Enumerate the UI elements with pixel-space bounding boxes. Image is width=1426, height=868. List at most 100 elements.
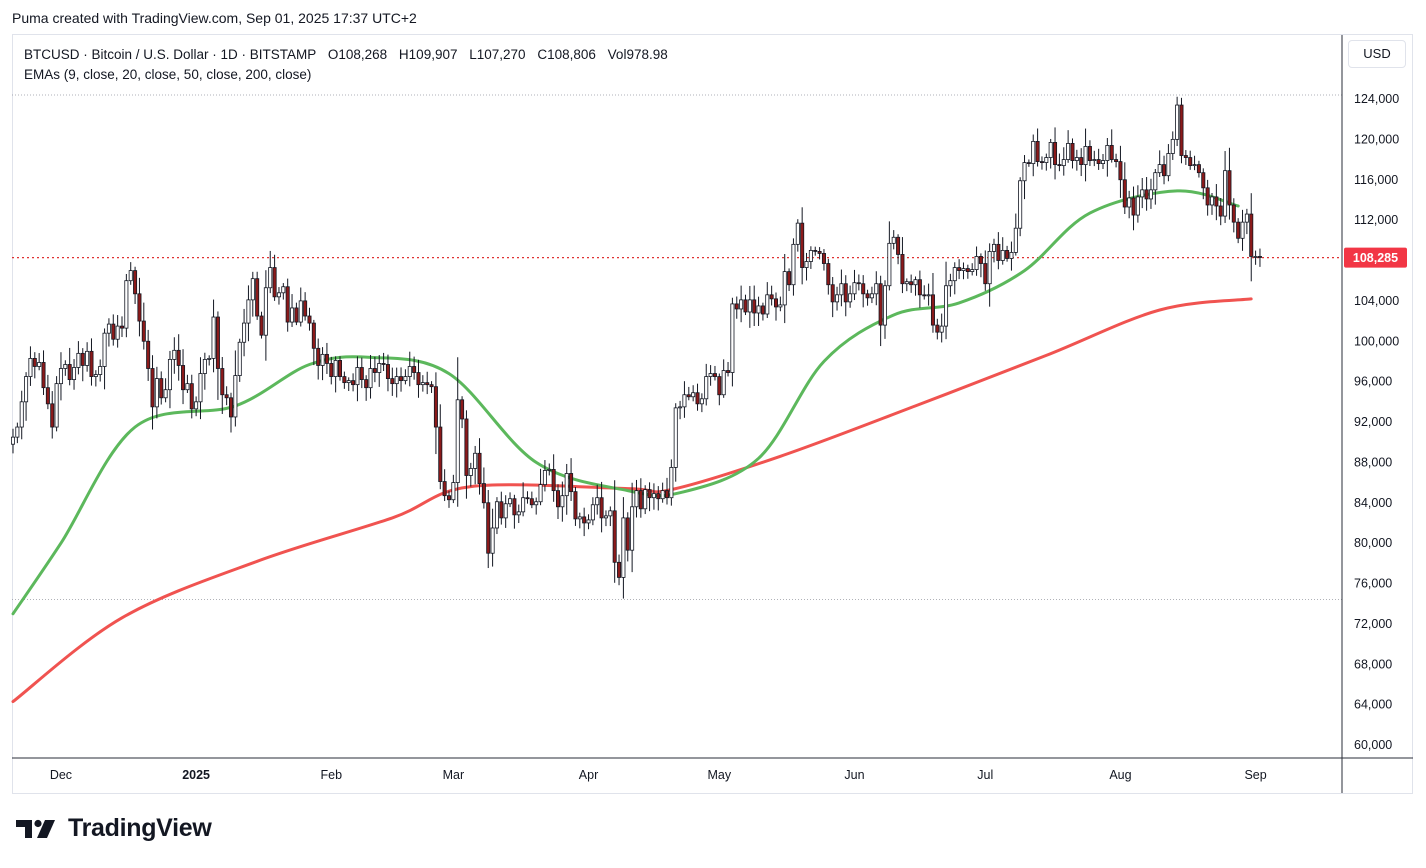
candle [747, 285, 752, 328]
candle [159, 371, 164, 405]
candle-body [808, 250, 813, 262]
candle [324, 342, 329, 374]
candle-body [407, 366, 412, 377]
candle [952, 262, 957, 295]
candle [420, 375, 425, 392]
candle [237, 338, 242, 382]
candle [329, 356, 334, 385]
candle [15, 422, 20, 444]
candle-body [1231, 204, 1236, 223]
candle-body [682, 394, 687, 408]
candle-body [390, 378, 395, 385]
candle [612, 480, 617, 583]
y-tick-label: 96,000 [1354, 375, 1392, 389]
candle-body [237, 341, 242, 376]
candle-body [76, 352, 81, 368]
candle-body [577, 516, 582, 520]
candle-body [159, 378, 164, 399]
candle-body [499, 501, 504, 519]
candle [290, 294, 295, 327]
candle [638, 478, 643, 518]
candle-body [503, 503, 508, 519]
candle [1031, 134, 1036, 177]
candle [913, 276, 918, 296]
candle-body [416, 372, 421, 386]
candle [586, 514, 591, 530]
candle [791, 238, 796, 296]
candle [538, 468, 543, 506]
candle [582, 507, 587, 537]
candle [368, 355, 373, 399]
candle [93, 370, 98, 387]
candle-body [542, 470, 547, 485]
candle [957, 259, 962, 280]
candle [451, 474, 456, 504]
candle [76, 341, 81, 375]
candle [1214, 184, 1219, 221]
candle [41, 350, 46, 395]
candle [124, 273, 129, 338]
candle-body [992, 243, 997, 252]
candle [1114, 153, 1119, 168]
candle-body [285, 286, 290, 323]
candle-body [704, 376, 709, 400]
candle [63, 360, 68, 376]
candle [1070, 138, 1075, 169]
candle [67, 347, 72, 386]
tradingview-logo-icon [16, 819, 55, 838]
candle-body [399, 376, 404, 382]
currency-button[interactable]: USD [1348, 40, 1406, 68]
candle-body [167, 359, 172, 391]
candle-body [965, 268, 970, 273]
candle-body [651, 493, 656, 499]
x-tick-label: Sep [1244, 768, 1266, 782]
candle-body [1201, 172, 1206, 189]
legend-vol-value: 978.98 [626, 47, 668, 62]
y-tick-label: 120,000 [1354, 132, 1399, 146]
candle [494, 497, 499, 535]
candle-body [573, 491, 578, 520]
candle-body [638, 490, 643, 510]
candle-body [233, 375, 238, 418]
candle-body [1170, 138, 1175, 154]
candle-body [268, 267, 273, 289]
candle-body [355, 367, 360, 386]
candle-body [54, 383, 59, 428]
candle [233, 350, 238, 427]
candle-body [948, 280, 953, 287]
candle [32, 352, 37, 379]
candle [926, 283, 931, 306]
candle [111, 314, 116, 346]
candle-body [935, 324, 940, 333]
candle [45, 374, 50, 410]
candle [734, 296, 739, 319]
y-tick-label: 60,000 [1354, 738, 1392, 752]
candle-body [194, 401, 199, 410]
candle [285, 278, 290, 332]
candle [1127, 190, 1132, 219]
candle [978, 253, 983, 278]
candle-body [377, 363, 382, 373]
candle-body [1218, 205, 1223, 217]
candle [739, 285, 744, 323]
candle [965, 264, 970, 279]
current-price-badge [1344, 247, 1407, 268]
candle-body [185, 383, 190, 391]
candle-body [608, 510, 613, 517]
candle [508, 492, 513, 508]
candle [176, 334, 181, 381]
chart-frame[interactable] [12, 34, 1413, 794]
candle [856, 274, 861, 291]
candle [547, 463, 552, 476]
candle-body [385, 364, 390, 379]
candle-body [883, 285, 888, 326]
candle-body [120, 325, 125, 329]
candle [599, 481, 604, 533]
candle [896, 234, 901, 265]
candle [54, 376, 59, 432]
candle-body [28, 358, 33, 377]
candle [630, 482, 635, 573]
candle-body [468, 468, 473, 476]
legend-symbol-row: BTCUSD · Bitcoin / U.S. Dollar · 1D · BI… [24, 45, 668, 65]
